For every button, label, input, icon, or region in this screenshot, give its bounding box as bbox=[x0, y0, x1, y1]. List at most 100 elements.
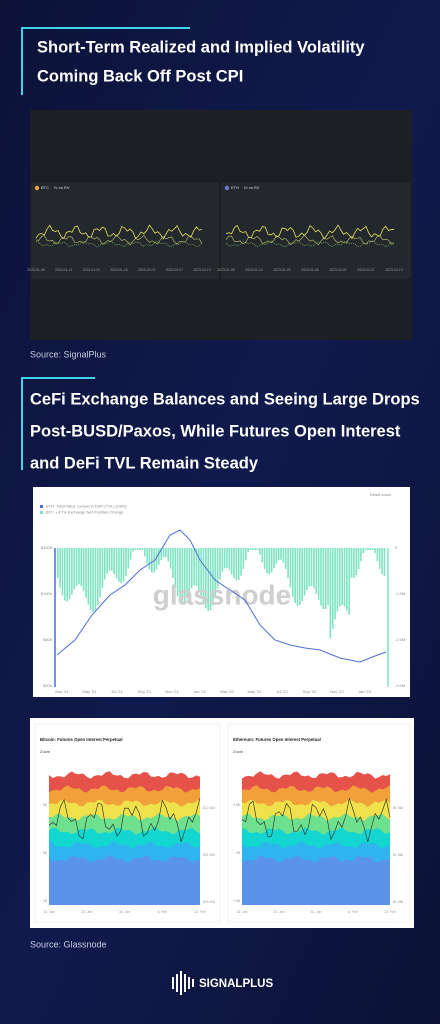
net-bar bbox=[68, 548, 71, 600]
net-bar bbox=[336, 548, 339, 612]
net-bar bbox=[158, 548, 160, 565]
heading-bracket bbox=[21, 27, 190, 95]
net-bar bbox=[207, 548, 209, 611]
net-bar bbox=[162, 548, 165, 558]
net-bar bbox=[101, 548, 104, 589]
panel-label: IV vs RV bbox=[244, 185, 260, 190]
net-bar bbox=[181, 548, 184, 604]
panel bbox=[221, 182, 411, 279]
net-bar bbox=[315, 548, 318, 594]
line bbox=[35, 224, 203, 240]
net-bar bbox=[280, 548, 282, 560]
exchange-plot: ETH: Total Value Locked in DeFi (TVL) [U… bbox=[40, 492, 405, 694]
net-bar bbox=[155, 548, 158, 570]
y-label: 5B bbox=[43, 851, 48, 855]
net-bar bbox=[306, 548, 308, 591]
net-bar bbox=[193, 548, 195, 586]
area bbox=[242, 855, 390, 905]
net-bar bbox=[134, 548, 137, 550]
zoom-button[interactable]: Zoom bbox=[40, 749, 51, 754]
x-label: 2023-02-01 bbox=[138, 268, 155, 272]
net-bar bbox=[334, 548, 336, 620]
net-bar bbox=[230, 548, 233, 575]
net-bar bbox=[198, 548, 200, 590]
y-label: 3B bbox=[236, 851, 241, 855]
net-bar bbox=[179, 548, 181, 602]
net-bar bbox=[381, 548, 383, 574]
panel-title: Bitcoin: Futures Open Interest Perpetual bbox=[40, 737, 123, 742]
logo-icon bbox=[172, 971, 194, 995]
net-bar bbox=[71, 548, 73, 595]
logo: SIGNALPLUS bbox=[199, 978, 273, 990]
heading: Short-Term Realized and Implied Volatili… bbox=[37, 38, 365, 56]
price-line bbox=[241, 797, 391, 842]
line bbox=[35, 234, 203, 246]
net-bar bbox=[327, 548, 329, 606]
net-bar bbox=[259, 548, 261, 555]
x-label: 2023-01-20 bbox=[83, 268, 100, 272]
legend-entry: ETH: Total Value Locked in DeFi (TVL) [U… bbox=[46, 504, 126, 509]
y-label: $60b bbox=[43, 637, 53, 642]
x-label: Mar '22 bbox=[220, 689, 234, 694]
net-bar bbox=[167, 548, 170, 562]
net-bar bbox=[378, 548, 381, 569]
net-bar bbox=[350, 548, 353, 578]
x-label: 2023-01-14 bbox=[245, 268, 262, 272]
net-bar bbox=[226, 548, 228, 568]
net-bar bbox=[343, 548, 346, 607]
x-label: 2023-01-08 bbox=[27, 268, 44, 272]
y-label: $1.58k bbox=[393, 853, 403, 857]
x-label: 23. Jan bbox=[81, 910, 92, 914]
y-label: 2B bbox=[43, 899, 48, 903]
panel-label: IV vs RV bbox=[54, 185, 70, 190]
zoom-button[interactable]: Zoom bbox=[233, 749, 244, 754]
net-bar bbox=[169, 548, 172, 569]
x-label: 30. Jan bbox=[119, 910, 130, 914]
net-bar bbox=[369, 548, 372, 550]
net-bar bbox=[176, 548, 179, 597]
x-label: Mar '21 bbox=[55, 689, 69, 694]
net-bar bbox=[183, 548, 186, 603]
net-bar bbox=[245, 548, 247, 561]
y-label: -2.0M bbox=[395, 637, 405, 642]
net-bar bbox=[66, 548, 68, 602]
source: Source: Glassnode bbox=[30, 939, 107, 949]
x-label: 2023-01-26 bbox=[110, 268, 127, 272]
asset: ETH bbox=[231, 185, 239, 190]
net-bar bbox=[96, 548, 99, 606]
net-bar bbox=[160, 548, 162, 561]
futures-plot: Bitcoin: Futures Open Interest Perpetual… bbox=[34, 723, 411, 923]
net-bar bbox=[146, 548, 148, 564]
net-bar bbox=[341, 548, 343, 605]
net-bar bbox=[277, 548, 280, 561]
y-label: 1.6B bbox=[233, 899, 241, 903]
net-bar bbox=[228, 548, 231, 571]
net-bar bbox=[263, 548, 266, 570]
net-bar bbox=[120, 548, 123, 584]
net-bar bbox=[151, 548, 153, 573]
x-label: Nov '22 bbox=[330, 689, 344, 694]
legend-swatch bbox=[40, 511, 43, 514]
net-bar bbox=[106, 548, 108, 574]
net-bar bbox=[148, 548, 151, 570]
x-label: Jul '21 bbox=[111, 689, 123, 694]
heading: and DeFi TVL Remain Steady bbox=[30, 454, 259, 472]
net-bar bbox=[73, 548, 76, 590]
reset-button[interactable]: Reset zoom bbox=[370, 492, 392, 497]
net-bar bbox=[299, 548, 301, 605]
net-bar bbox=[308, 548, 311, 587]
net-bar bbox=[324, 548, 327, 610]
net-bar bbox=[139, 548, 141, 550]
net-bar bbox=[261, 548, 264, 563]
legend-swatch bbox=[40, 505, 43, 508]
net-bar bbox=[254, 548, 256, 550]
tvl-line bbox=[56, 529, 387, 663]
net-bar bbox=[188, 548, 191, 593]
net-bar bbox=[57, 548, 59, 578]
net-bar bbox=[92, 548, 94, 613]
y-label: $23.40k bbox=[203, 900, 215, 904]
net-bar bbox=[94, 548, 97, 611]
net-bar bbox=[360, 548, 362, 562]
y-label: $100b bbox=[41, 591, 53, 596]
